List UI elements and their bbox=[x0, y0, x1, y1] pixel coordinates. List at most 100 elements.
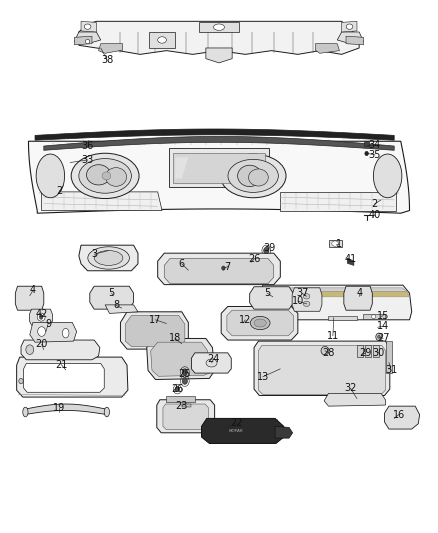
Polygon shape bbox=[206, 48, 232, 63]
Polygon shape bbox=[385, 406, 420, 429]
Ellipse shape bbox=[376, 333, 382, 341]
Ellipse shape bbox=[254, 319, 266, 327]
Text: 26: 26 bbox=[171, 384, 184, 394]
Ellipse shape bbox=[84, 24, 91, 29]
Polygon shape bbox=[42, 192, 162, 211]
Polygon shape bbox=[227, 310, 293, 336]
Text: 42: 42 bbox=[35, 310, 48, 319]
Ellipse shape bbox=[228, 159, 279, 192]
Text: 41: 41 bbox=[344, 254, 357, 264]
Polygon shape bbox=[81, 21, 96, 32]
Bar bbox=[364, 141, 369, 146]
Polygon shape bbox=[201, 418, 284, 443]
Polygon shape bbox=[199, 22, 239, 32]
Text: 23: 23 bbox=[176, 401, 188, 411]
Polygon shape bbox=[157, 400, 215, 433]
Ellipse shape bbox=[106, 167, 127, 187]
Text: 34: 34 bbox=[368, 140, 381, 150]
Polygon shape bbox=[30, 322, 77, 342]
Text: 17: 17 bbox=[149, 315, 162, 325]
Ellipse shape bbox=[36, 154, 65, 198]
Ellipse shape bbox=[63, 328, 69, 338]
Polygon shape bbox=[258, 285, 412, 320]
Text: 11: 11 bbox=[327, 331, 339, 341]
Text: 5: 5 bbox=[109, 288, 115, 298]
Text: 30: 30 bbox=[373, 348, 385, 358]
Ellipse shape bbox=[26, 345, 34, 354]
Ellipse shape bbox=[102, 172, 111, 180]
Polygon shape bbox=[24, 404, 107, 415]
Polygon shape bbox=[74, 32, 101, 44]
Ellipse shape bbox=[214, 24, 224, 30]
Polygon shape bbox=[158, 253, 280, 285]
Polygon shape bbox=[342, 21, 357, 32]
Ellipse shape bbox=[37, 313, 45, 321]
Ellipse shape bbox=[71, 154, 139, 199]
Polygon shape bbox=[292, 288, 322, 311]
Polygon shape bbox=[164, 259, 274, 284]
Bar bbox=[166, 396, 195, 402]
Text: 28: 28 bbox=[322, 348, 335, 358]
Ellipse shape bbox=[182, 369, 187, 375]
Ellipse shape bbox=[237, 165, 261, 187]
Polygon shape bbox=[266, 292, 410, 297]
Ellipse shape bbox=[346, 24, 353, 29]
Text: 2: 2 bbox=[371, 199, 378, 209]
Text: 35: 35 bbox=[368, 150, 381, 159]
Text: 37: 37 bbox=[296, 288, 308, 298]
Text: 20: 20 bbox=[35, 340, 48, 349]
Bar bbox=[386, 341, 392, 373]
Polygon shape bbox=[163, 404, 208, 430]
Text: 27: 27 bbox=[377, 334, 389, 343]
Ellipse shape bbox=[371, 314, 376, 318]
Ellipse shape bbox=[332, 241, 338, 246]
Text: 4: 4 bbox=[356, 288, 362, 298]
Polygon shape bbox=[363, 314, 385, 319]
Polygon shape bbox=[17, 357, 128, 397]
Text: 7: 7 bbox=[225, 262, 231, 271]
Ellipse shape bbox=[206, 359, 217, 367]
Polygon shape bbox=[21, 340, 100, 360]
Polygon shape bbox=[151, 342, 209, 376]
Text: 16: 16 bbox=[392, 410, 405, 419]
Text: 10: 10 bbox=[292, 296, 304, 306]
Ellipse shape bbox=[378, 335, 380, 338]
Ellipse shape bbox=[88, 247, 130, 269]
Text: MOPAR: MOPAR bbox=[229, 429, 244, 433]
Ellipse shape bbox=[321, 346, 329, 355]
Text: 40: 40 bbox=[368, 210, 381, 220]
Polygon shape bbox=[35, 129, 394, 140]
Bar bbox=[373, 345, 379, 357]
Ellipse shape bbox=[303, 294, 310, 299]
Text: 14: 14 bbox=[377, 321, 389, 331]
Text: 38: 38 bbox=[101, 55, 113, 65]
Polygon shape bbox=[250, 287, 293, 309]
Text: 2: 2 bbox=[56, 187, 62, 196]
Ellipse shape bbox=[248, 169, 268, 186]
Text: 18: 18 bbox=[169, 334, 181, 343]
Polygon shape bbox=[280, 192, 396, 211]
Ellipse shape bbox=[249, 260, 253, 264]
Polygon shape bbox=[254, 341, 390, 395]
Polygon shape bbox=[15, 286, 44, 310]
Polygon shape bbox=[346, 36, 364, 45]
Polygon shape bbox=[125, 316, 185, 346]
Polygon shape bbox=[147, 338, 215, 379]
Text: 8: 8 bbox=[113, 301, 119, 310]
Ellipse shape bbox=[182, 378, 187, 384]
Polygon shape bbox=[266, 288, 407, 292]
Ellipse shape bbox=[264, 247, 269, 254]
Polygon shape bbox=[120, 312, 188, 349]
Polygon shape bbox=[221, 306, 298, 340]
Polygon shape bbox=[347, 258, 354, 265]
Ellipse shape bbox=[79, 159, 131, 193]
Polygon shape bbox=[105, 305, 138, 313]
Text: 15: 15 bbox=[377, 311, 389, 320]
Polygon shape bbox=[337, 32, 364, 44]
Ellipse shape bbox=[104, 407, 110, 417]
Polygon shape bbox=[79, 21, 359, 54]
Polygon shape bbox=[29, 309, 53, 325]
Ellipse shape bbox=[365, 151, 368, 156]
Polygon shape bbox=[191, 353, 231, 373]
Text: 25: 25 bbox=[179, 369, 191, 378]
